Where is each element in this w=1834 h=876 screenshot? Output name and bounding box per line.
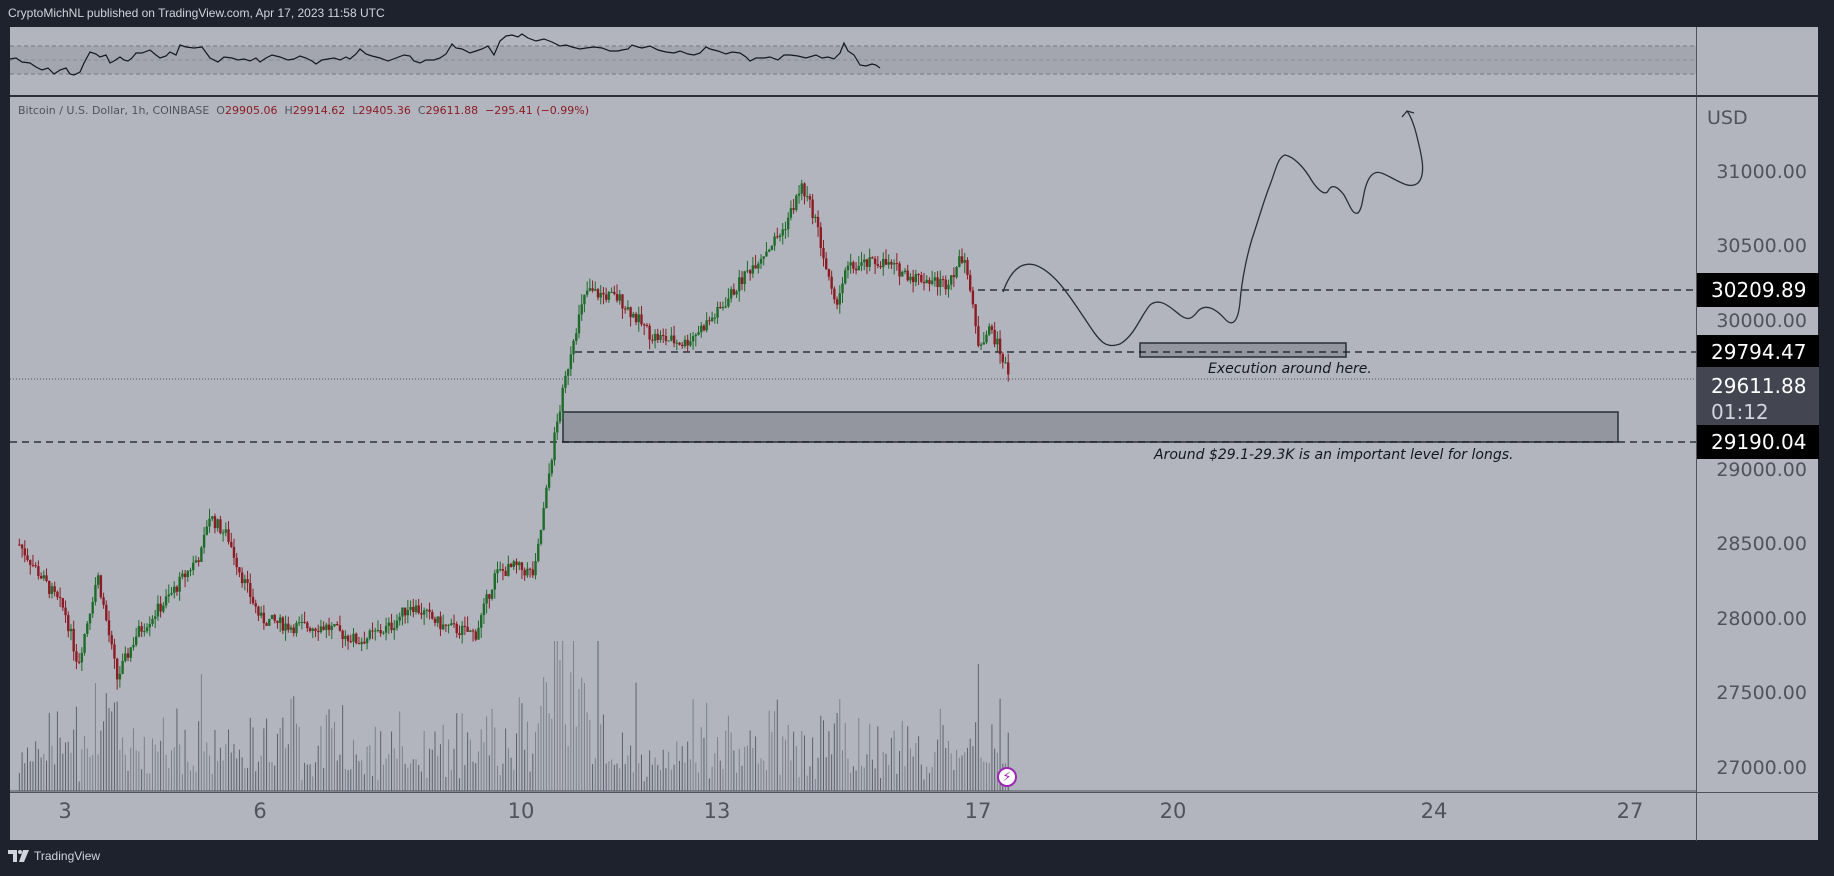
- tradingview-logo-icon: [8, 850, 29, 862]
- time-tick: 6: [253, 799, 267, 823]
- oscillator-pane[interactable]: [10, 27, 1696, 97]
- price-tick: 30500.00: [1716, 235, 1807, 257]
- candlestick-plot: [10, 110, 1696, 792]
- time-tick: 3: [58, 799, 72, 823]
- support-zone: [562, 411, 1619, 443]
- axis-corner: [1696, 792, 1819, 841]
- symbol-description: Bitcoin / U.S. Dollar, 1h, COINBASE: [18, 104, 210, 117]
- low-value: 29405.36: [358, 104, 411, 117]
- price-axis[interactable]: USD 31000.00 30500.00 30000.00 29000.00 …: [1696, 97, 1819, 792]
- oscillator-axis[interactable]: [1696, 27, 1819, 97]
- price-pane[interactable]: Bitcoin / U.S. Dollar, 1h, COINBASE O299…: [10, 97, 1696, 792]
- close-value: 29611.88: [425, 104, 479, 117]
- open-value: 29905.06: [224, 104, 278, 117]
- projection-path: [1002, 110, 1424, 347]
- level-tag-low: 29190.04: [1697, 425, 1819, 459]
- current-price: 29611.88: [1711, 374, 1807, 398]
- price-tick: 31000.00: [1716, 161, 1807, 183]
- tradingview-logo[interactable]: TradingView: [8, 849, 100, 863]
- ohlc-legend: Bitcoin / U.S. Dollar, 1h, COINBASE O299…: [18, 104, 590, 117]
- execution-note: Execution around here.: [1208, 361, 1372, 377]
- time-tick: 27: [1616, 799, 1644, 823]
- time-tick: 10: [507, 799, 535, 823]
- support-note: Around $29.1-29.3K is an important level…: [1154, 447, 1514, 463]
- publish-info: CryptoMichNL published on TradingView.co…: [8, 6, 385, 20]
- price-tick: 28500.00: [1716, 533, 1807, 555]
- time-tick: 13: [703, 799, 731, 823]
- change-value: −295.41 (−0.99%): [485, 104, 590, 117]
- time-tick: 24: [1420, 799, 1448, 823]
- lightning-icon[interactable]: ⚡: [997, 767, 1017, 787]
- time-tick: 17: [964, 799, 992, 823]
- projection-arrowhead: [1401, 110, 1415, 118]
- level-tag-mid: 29794.47: [1697, 335, 1819, 369]
- execution-zone: [1139, 342, 1347, 358]
- time-tick: 20: [1159, 799, 1187, 823]
- price-tick: 27000.00: [1716, 757, 1807, 779]
- high-value: 29914.62: [292, 104, 346, 117]
- price-tick: 30000.00: [1716, 310, 1807, 332]
- price-tick: 29000.00: [1716, 459, 1807, 481]
- currency-label: USD: [1707, 107, 1748, 129]
- price-tick: 28000.00: [1716, 608, 1807, 630]
- oscillator-plot: [10, 33, 1696, 76]
- chart-frame: Bitcoin / U.S. Dollar, 1h, COINBASE O299…: [10, 27, 1819, 841]
- bar-countdown: 01:12: [1711, 400, 1769, 424]
- time-axis[interactable]: 3 6 10 13 17 20 24 27: [10, 792, 1696, 841]
- brand-name: TradingView: [34, 849, 101, 863]
- price-tick: 27500.00: [1716, 682, 1807, 704]
- current-price-tag: 29611.88 01:12: [1697, 367, 1819, 429]
- level-tag-high: 30209.89: [1697, 273, 1819, 307]
